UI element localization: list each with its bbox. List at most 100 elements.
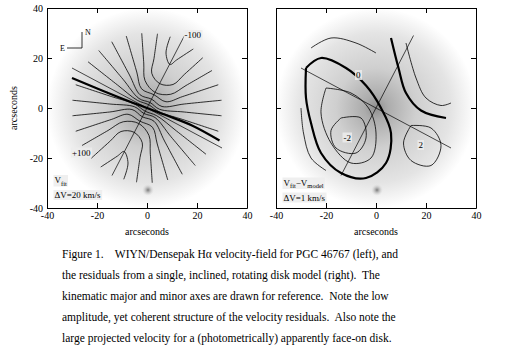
star-image (142, 184, 154, 196)
annotation: 2 (418, 140, 425, 150)
kinematic-axis (341, 36, 414, 176)
tick (276, 158, 281, 159)
tick-mark (276, 108, 281, 109)
tick (376, 8, 377, 13)
label-patch (355, 70, 362, 80)
tick-label: 0 (145, 210, 150, 221)
tick: 0 (374, 203, 379, 221)
tick-label: -20 (30, 153, 43, 164)
tick (242, 158, 247, 159)
panel: -40-2002040arcseconds02-2Vfit−VmodelΔV=1… (270, 8, 482, 237)
galaxy-image (276, 8, 476, 208)
kinematic-axis (72, 68, 222, 148)
plot-area (47, 8, 247, 208)
caption-line: kinematic major and minor axes are drawn… (62, 290, 389, 303)
tick-mark (97, 8, 98, 13)
tick (426, 8, 427, 13)
contour (311, 38, 376, 53)
subscript: fit (61, 180, 67, 187)
tick-mark (147, 8, 148, 13)
tick-label: 20 (33, 53, 43, 64)
tick-mark (242, 108, 247, 109)
tick-mark (242, 58, 247, 59)
tick: 0 (38, 103, 52, 114)
tick-mark (276, 58, 281, 59)
tick (471, 158, 476, 159)
label-patch (184, 30, 203, 40)
tick-mark (97, 203, 98, 208)
tick-mark (47, 58, 52, 59)
annotation: 0 (355, 70, 362, 80)
annotation: +100 (71, 148, 92, 158)
tick-mark (197, 8, 198, 13)
tick-mark (326, 8, 327, 13)
annotation-text: Vfit−Vmodel (284, 178, 324, 190)
annotation-text: 2 (419, 140, 424, 150)
annotation-part: −V (296, 178, 308, 188)
tick (471, 8, 476, 9)
compass-arm (67, 48, 82, 49)
annotation: Vfit−Vmodel (283, 178, 325, 190)
annotation-text: +100 (72, 148, 91, 158)
contour (301, 108, 326, 171)
tick-label: 40 (33, 3, 43, 14)
contour (391, 38, 446, 118)
contour (72, 78, 220, 141)
tick (276, 208, 281, 209)
label-patch (283, 178, 325, 190)
x-axis-title: arcseconds (125, 226, 169, 237)
caption-line: large projected velocity for a (photomet… (62, 332, 392, 345)
tick-mark (471, 208, 476, 209)
tick (471, 58, 476, 59)
annotation: -2 (343, 133, 353, 143)
galaxy-image (47, 8, 247, 208)
tick: 0 (145, 203, 150, 221)
axis-line (277, 208, 477, 209)
tick-label: 40 (472, 210, 482, 221)
axis-line (476, 9, 477, 209)
x-axis: -40-2002040 (270, 203, 482, 221)
tick (276, 8, 281, 9)
tick-label: 0 (38, 103, 43, 114)
y-axis-right (471, 9, 477, 209)
tick: 20 (33, 53, 52, 64)
axis-line (48, 208, 248, 209)
tick (242, 58, 247, 59)
x-axis-top (277, 8, 477, 13)
tick-label: 40 (243, 210, 253, 221)
contour (82, 121, 152, 183)
tick-mark (276, 208, 281, 209)
tick-mark (276, 8, 281, 9)
annotation-text: 0 (356, 70, 361, 80)
annotation-text: -2 (344, 133, 352, 143)
caption-line: the residuals from a single, inclined, r… (62, 269, 380, 282)
tick (242, 208, 247, 209)
contour (306, 58, 392, 179)
contour (404, 125, 442, 166)
star-image (371, 184, 383, 196)
tick (147, 8, 148, 13)
contour (101, 151, 128, 179)
tick-label: -20 (320, 210, 333, 221)
y-axis (276, 9, 281, 209)
compass: NE (60, 28, 91, 53)
tick-label: -40 (30, 203, 43, 214)
annotation-text: ΔV=20 km/s (55, 190, 102, 200)
tick-mark (47, 158, 52, 159)
tick (242, 108, 247, 109)
contour (321, 88, 376, 164)
contour (142, 33, 212, 95)
tick-mark (47, 208, 52, 209)
tick (97, 8, 98, 13)
x-axis-title: arcseconds (354, 226, 398, 237)
tick (326, 8, 327, 13)
tick: 20 (193, 203, 203, 221)
label-patch (283, 193, 327, 203)
tick-label: -20 (91, 210, 104, 221)
tick-mark (471, 8, 476, 9)
tick (197, 8, 198, 13)
tick-mark (47, 8, 52, 9)
tick: -20 (320, 203, 333, 221)
y-axis: -40 -20 0 20 40 (30, 3, 52, 214)
tick-mark (471, 158, 476, 159)
